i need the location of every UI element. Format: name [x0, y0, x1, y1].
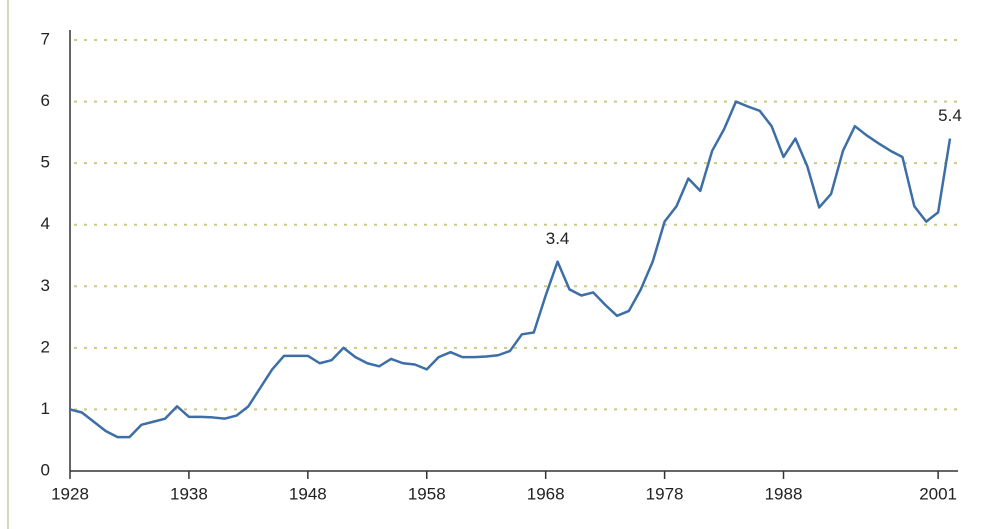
x-tick-label: 1938: [170, 484, 208, 503]
x-tick-label: 1988: [765, 484, 803, 503]
annotation: 3.4: [546, 229, 570, 248]
y-tick-label: 4: [41, 214, 50, 233]
y-tick-label: 0: [41, 460, 50, 479]
y-tick-label: 3: [41, 276, 50, 295]
x-tick-label: 2001: [919, 484, 957, 503]
annotation: 5.4: [938, 106, 962, 125]
y-tick-label: 5: [41, 153, 50, 172]
x-tick-label: 1948: [289, 484, 327, 503]
y-tick-label: 7: [41, 29, 50, 48]
y-tick-label: 6: [41, 91, 50, 110]
y-tick-label: 2: [41, 337, 50, 356]
x-tick-label: 1958: [408, 484, 446, 503]
x-tick-label: 1928: [51, 484, 89, 503]
y-tick-label: 1: [41, 399, 50, 418]
x-tick-label: 1968: [527, 484, 565, 503]
data-line: [69, 100, 952, 439]
x-tick-label: 1978: [646, 484, 684, 503]
